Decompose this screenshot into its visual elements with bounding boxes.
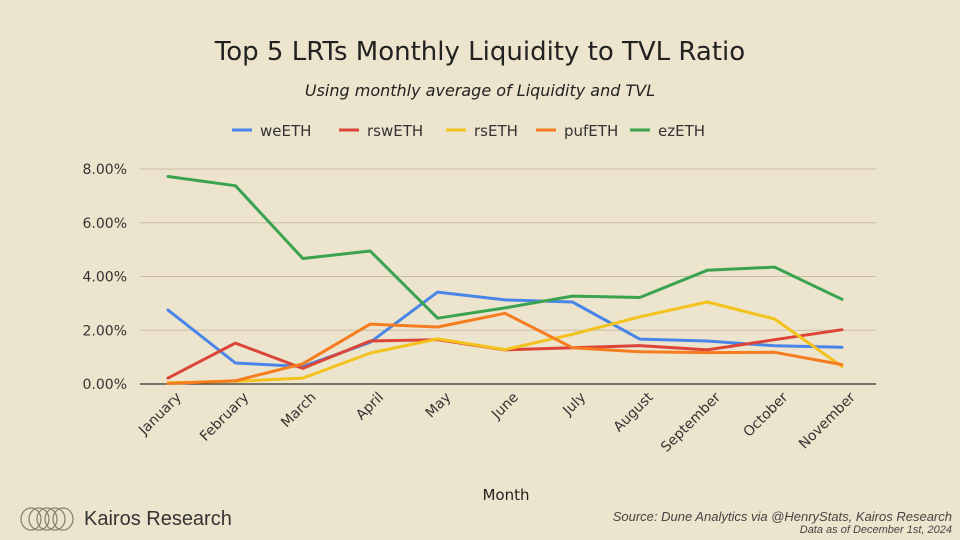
- series-lines: [166, 175, 844, 385]
- y-axis-ticks: 0.00% 2.00% 4.00% 6.00% 8.00%: [83, 162, 127, 393]
- x-axis-ticks: January February March April May June July Augu…: [135, 389, 859, 455]
- x-tick-label: January: [135, 390, 185, 440]
- y-tick-label: 4.00%: [83, 270, 127, 286]
- x-tick-label: April: [353, 390, 387, 424]
- x-tick-label: October: [740, 389, 791, 440]
- x-tick-label: September: [658, 389, 724, 455]
- source-note: Source: Dune Analytics via @HenryStats, …: [613, 509, 952, 537]
- legend-label-rsETH: rsETH: [474, 122, 518, 140]
- data-date-line: Data as of December 1st, 2024: [799, 524, 952, 536]
- x-tick-label: February: [197, 390, 252, 445]
- gridlines: [140, 168, 876, 385]
- x-axis-label: Month: [482, 486, 529, 504]
- series-line-weETH: [166, 290, 844, 368]
- chart-title: Top 5 LRTs Monthly Liquidity to TVL Rati…: [214, 37, 745, 67]
- legend-label-rswETH: rswETH: [367, 122, 423, 140]
- kairos-logo-icon: [20, 507, 74, 531]
- y-tick-label: 2.00%: [83, 323, 127, 339]
- x-tick-label: May: [423, 390, 455, 422]
- legend-label-pufETH: pufETH: [564, 122, 618, 140]
- x-tick-label: June: [488, 390, 522, 424]
- legend: weETH rswETH rsETH pufETH ezETH: [232, 122, 705, 140]
- x-tick-label: March: [278, 390, 319, 431]
- chart-subtitle: Using monthly average of Liquidity and T…: [305, 81, 655, 100]
- x-tick-label: November: [796, 389, 859, 452]
- series-line-pufETH: [166, 311, 844, 385]
- y-tick-label: 6.00%: [83, 216, 127, 232]
- x-tick-label: July: [559, 390, 589, 420]
- y-tick-label: 8.00%: [83, 162, 127, 178]
- source-line: Source: Dune Analytics via @HenryStats, …: [612, 509, 952, 524]
- legend-label-weETH: weETH: [260, 122, 311, 140]
- brand-logo: Kairos Research: [18, 506, 232, 532]
- y-tick-label: 0.00%: [83, 377, 127, 393]
- series-line-rsETH: [166, 300, 844, 385]
- x-tick-label: August: [611, 389, 657, 435]
- series-line-ezETH: [166, 175, 844, 320]
- brand-name: Kairos Research: [84, 507, 232, 530]
- legend-label-ezETH: ezETH: [658, 122, 705, 140]
